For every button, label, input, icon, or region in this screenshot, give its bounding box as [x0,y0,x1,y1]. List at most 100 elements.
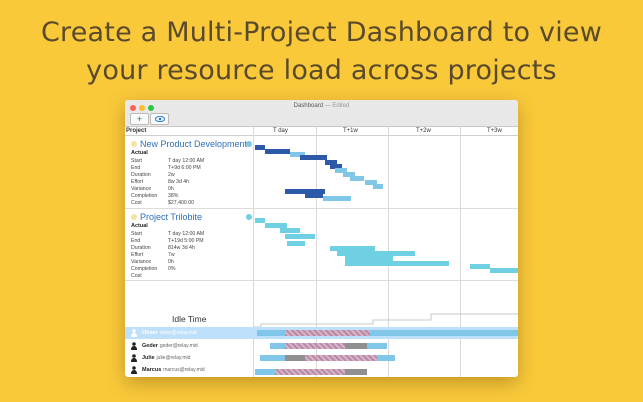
close-window-button[interactable] [130,105,136,111]
field-value-effort: 8w 3d 4h [168,179,190,185]
field-label-completion: Completion [131,193,158,199]
task-bar[interactable] [470,264,490,269]
overallocation-bar [275,369,345,375]
task-bar[interactable] [335,168,347,173]
overallocation-bar [285,330,370,336]
task-bar[interactable] [285,234,315,239]
overallocation-bar [305,355,377,361]
view-button[interactable] [150,113,169,125]
field-value-duration: 2w [168,172,175,178]
row-divider-1 [125,208,518,209]
field-label-completion: Completion [131,266,158,272]
task-bar[interactable] [345,256,393,261]
task-bar[interactable] [373,184,383,189]
window-title-text: Dashboard [293,103,323,109]
actual-label: Actual [131,223,148,229]
resource-load-bar [270,343,285,349]
task-bar[interactable] [265,149,290,154]
field-value-end: T+9d 6:00 PM [168,165,201,171]
task-bar[interactable] [255,145,265,150]
minimize-window-button[interactable] [139,105,145,111]
resource-row-julie[interactable]: Julie julie@relay.mid [125,352,518,364]
resource-name-text: Marcus [142,367,162,373]
person-icon [131,329,137,337]
task-bar[interactable] [287,241,305,246]
field-label-start: Start [131,231,142,237]
project-name: New Product Development [140,139,248,149]
idle-time-graph [253,313,518,328]
resource-row-oliver[interactable]: Oliver oliver@relay.mid [125,327,518,339]
zoom-window-button[interactable] [148,105,154,111]
resource-row-marcus[interactable]: Marcus marcus@relay.mid [125,364,518,376]
resource-name-text: Geder [142,343,158,349]
resource-email: geder@relay.mid [159,343,198,349]
resource-load-bar [285,355,305,361]
project-status-dot [246,214,252,220]
idle-time-label: Idle Time [172,314,207,324]
field-value-end: T+19d 5:00 PM [168,238,204,244]
task-bar[interactable] [337,251,415,256]
task-bar[interactable] [305,193,323,198]
task-bar[interactable] [285,189,325,194]
field-label-end: End [131,165,141,171]
task-bar[interactable] [265,223,287,228]
person-icon [131,354,137,362]
header-divider [125,135,518,136]
field-value-effort: 7w [168,252,175,258]
task-bar[interactable] [343,172,355,177]
project-column-header[interactable]: Project [126,128,147,134]
task-bar[interactable] [255,218,265,223]
resource-load-bar [367,343,387,349]
task-bar[interactable] [365,180,377,185]
project-title-row[interactable]: Project Trilobite [131,212,202,222]
resource-name-text: Oliver [142,330,158,336]
window-title: Dashboard — Edited [125,103,518,109]
field-value-variance: 0h [168,259,174,265]
field-value-completion: 0% [168,266,176,272]
task-bar[interactable] [300,155,327,160]
resource-row-geder[interactable]: Geder geder@relay.mid [125,340,518,352]
resource-email: julie@relay.mid [156,355,191,361]
field-label-start: Start [131,158,142,164]
add-button[interactable]: + [130,113,149,125]
timeline-header-3: T+3w [487,128,502,134]
field-label-effort: Effort [131,252,144,258]
timeline-header-0: T day [273,128,288,134]
resource-load-bar [345,343,367,349]
field-value-cost: $27,400.00 [168,200,194,206]
resource-load-bar [257,330,518,336]
task-bar[interactable] [350,176,364,181]
eye-icon [154,115,165,123]
resource-load-bar [255,369,275,375]
resource-load-bar [260,355,285,361]
task-bar[interactable] [325,160,337,165]
task-bar[interactable] [323,196,351,201]
project-title-row[interactable]: New Product Development [131,139,247,149]
task-bar[interactable] [280,228,300,233]
task-bar[interactable] [290,152,305,157]
headline-line-2: your resource load across projects [86,55,557,86]
field-value-start: T day 12:00 AM [168,231,205,237]
resource-name: Oliver oliver@relay.mid [142,330,197,336]
timeline-header-2: T+2w [416,128,431,134]
task-bar[interactable] [330,246,375,251]
resource-email: oliver@relay.mid [159,330,197,336]
field-value-variance: 0h [168,186,174,192]
resource-name: Geder geder@relay.mid [142,343,198,349]
field-label-cost: Cost [131,200,142,206]
field-value-duration: 814w 3d 4h [168,245,195,251]
task-bar[interactable] [330,164,342,169]
week-gridline-3 [460,127,461,377]
resource-name-text: Julie [142,355,155,361]
overallocation-bar [285,343,345,349]
field-label-variance: Variance [131,259,152,265]
task-bar[interactable] [345,261,449,266]
resource-email: marcus@relay.mid [163,367,205,373]
app-window: Dashboard — Edited + Project T day T+1w … [125,100,518,377]
task-bar[interactable] [490,268,518,273]
window-status-text: — Edited [324,103,350,109]
resource-name: Marcus marcus@relay.mid [142,367,205,373]
project-name: Project Trilobite [140,212,203,222]
plus-icon: + [136,114,143,124]
field-label-cost: Cost [131,273,142,279]
